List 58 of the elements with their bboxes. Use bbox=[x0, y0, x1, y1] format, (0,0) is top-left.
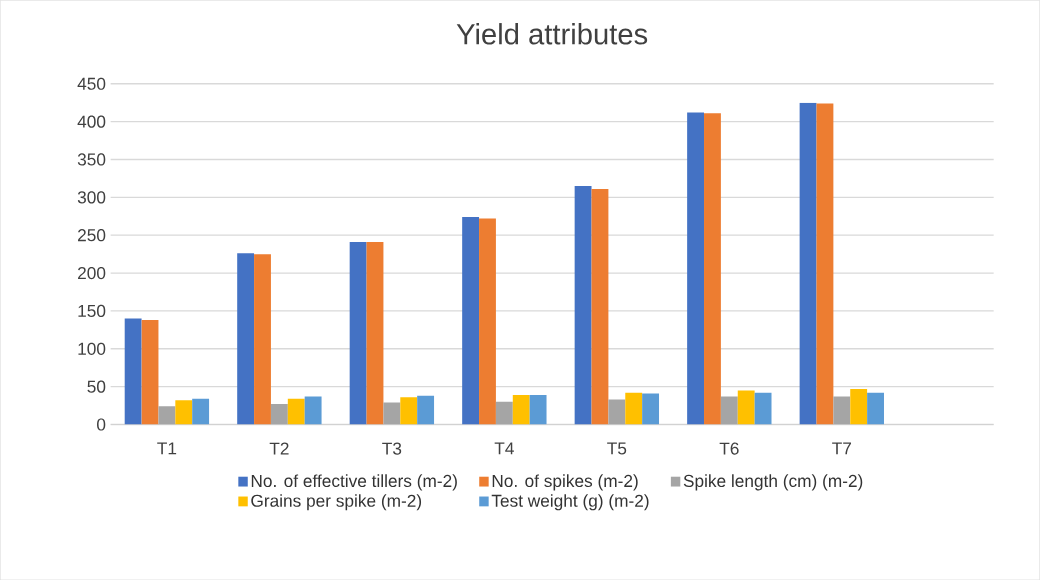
bar bbox=[175, 400, 193, 425]
bar bbox=[270, 403, 288, 425]
bar bbox=[287, 398, 305, 425]
bar bbox=[124, 318, 142, 425]
bar bbox=[158, 406, 176, 425]
bar bbox=[720, 396, 738, 425]
bar bbox=[608, 399, 626, 425]
bar bbox=[383, 402, 401, 425]
y-tick-label: 0 bbox=[97, 418, 106, 431]
bar bbox=[479, 218, 496, 425]
bar bbox=[462, 216, 480, 425]
bar bbox=[417, 395, 435, 425]
legend-label: Spike length (cm) (m-2) bbox=[683, 474, 863, 491]
x-tick-label: T4 bbox=[494, 442, 514, 455]
bar bbox=[704, 113, 721, 425]
bar bbox=[512, 394, 530, 425]
bar bbox=[799, 102, 817, 425]
x-tick-label: T6 bbox=[719, 442, 739, 455]
x-tick-label: T7 bbox=[832, 442, 852, 455]
y-tick-label: 300 bbox=[77, 191, 106, 204]
bar bbox=[591, 188, 609, 425]
legend-label: No. of spikes (m-2) bbox=[492, 474, 638, 491]
bar bbox=[642, 393, 660, 425]
y-tick-label: 400 bbox=[77, 115, 106, 128]
bar bbox=[192, 398, 210, 425]
y-tick-label: 350 bbox=[77, 153, 106, 166]
bar bbox=[366, 241, 384, 425]
y-tick-label: 450 bbox=[77, 77, 106, 90]
legend-label: Test weight (g) (m-2) bbox=[491, 494, 649, 511]
bar bbox=[816, 103, 834, 425]
bar bbox=[304, 396, 322, 425]
bar bbox=[687, 112, 705, 425]
y-tick-label: 250 bbox=[78, 228, 106, 242]
legend-label: No. of effective tillers (m-2) bbox=[251, 474, 457, 491]
x-tick-label: T3 bbox=[382, 442, 402, 455]
bar bbox=[867, 392, 884, 425]
bar bbox=[349, 241, 367, 425]
chart-title: Yield attributes bbox=[456, 22, 648, 45]
bar bbox=[754, 392, 772, 425]
y-tick-label: 100 bbox=[78, 342, 106, 355]
bar bbox=[529, 394, 547, 425]
x-tick-label: T5 bbox=[607, 442, 627, 455]
bar bbox=[495, 401, 513, 425]
bar bbox=[141, 319, 159, 425]
bar bbox=[833, 396, 851, 425]
x-tick-label: T2 bbox=[269, 442, 289, 455]
y-tick-label: 50 bbox=[87, 380, 106, 393]
legend-label: Grains per spike (m-2) bbox=[251, 494, 422, 511]
y-tick-label: 150 bbox=[78, 304, 106, 317]
x-tick-label: T1 bbox=[157, 442, 177, 455]
bar bbox=[254, 254, 271, 425]
bar bbox=[850, 388, 868, 425]
bar bbox=[737, 390, 755, 425]
bar bbox=[400, 397, 418, 425]
y-tick-label: 200 bbox=[78, 266, 106, 280]
bar bbox=[237, 253, 255, 425]
bar bbox=[574, 185, 592, 425]
bar bbox=[625, 392, 643, 425]
